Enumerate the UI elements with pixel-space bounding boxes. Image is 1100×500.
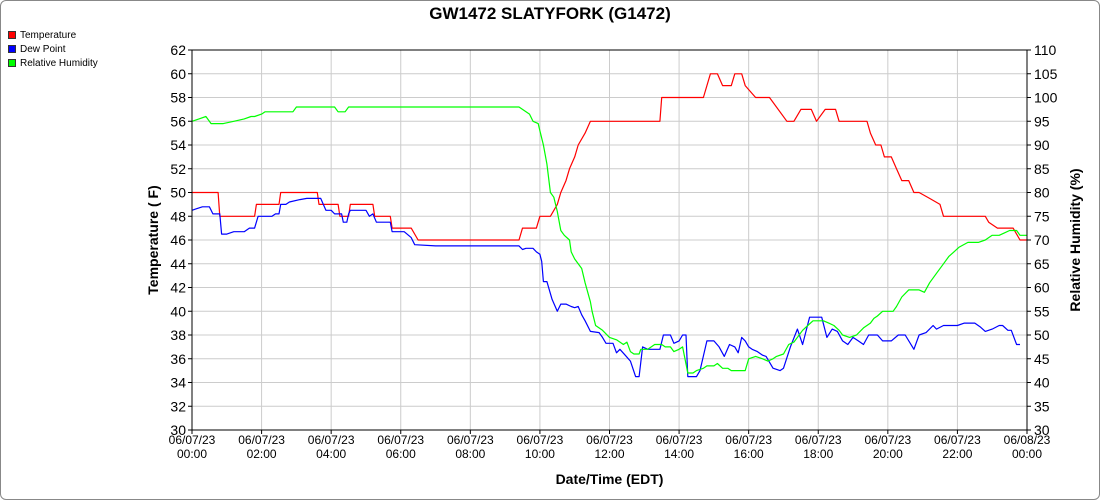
x-tick-date: 06/07/23 xyxy=(656,433,703,447)
x-axis-ticks: 06/07/2300:0006/07/2302:0006/07/2304:000… xyxy=(169,430,1051,461)
x-tick-date: 06/08/23 xyxy=(1004,433,1051,447)
y-left-tick-label: 58 xyxy=(170,90,186,106)
y-right-tick-label: 40 xyxy=(1034,375,1050,391)
x-tick-date: 06/07/23 xyxy=(586,433,633,447)
x-tick-date: 06/07/23 xyxy=(238,433,285,447)
x-tick-time: 06:00 xyxy=(386,447,416,461)
x-tick-date: 06/07/23 xyxy=(169,433,216,447)
y-axis-right-ticks: 30 35 40 45 50 55 60 65 70 75 80 85 90 95 100 105 110 xyxy=(1027,42,1058,438)
y-right-tick-label: 55 xyxy=(1034,303,1050,319)
y-left-tick-label: 44 xyxy=(170,256,186,272)
y-left-tick-label: 42 xyxy=(170,280,186,296)
y-right-tick-label: 110 xyxy=(1034,42,1057,58)
y-right-tick-label: 90 xyxy=(1034,137,1050,153)
series-line-dew-point xyxy=(191,197,1020,378)
y-left-tick-label: 30 xyxy=(170,422,186,438)
chart-title: GW1472 SLATYFORK (G1472) xyxy=(429,4,671,23)
y-left-tick-label: 36 xyxy=(170,351,186,367)
x-tick-time: 00:00 xyxy=(177,447,207,461)
x-tick-time: 20:00 xyxy=(873,447,903,461)
chart-legend: Temperature Dew Point Relative Humidity xyxy=(8,28,98,70)
legend-swatch-temperature xyxy=(8,31,16,39)
y-right-tick-label: 35 xyxy=(1034,398,1050,414)
x-tick-time: 00:00 xyxy=(1012,447,1042,461)
x-tick-date: 06/07/23 xyxy=(517,433,564,447)
y-right-tick-label: 105 xyxy=(1034,66,1058,82)
y-right-tick-label: 30 xyxy=(1034,422,1050,438)
series-line-relative-humidity xyxy=(191,106,1027,374)
series-lines xyxy=(191,73,1027,378)
y-axis-right-label: Relative Humidity (%) xyxy=(1067,168,1083,311)
y-right-tick-label: 65 xyxy=(1034,256,1050,272)
legend-item-relative-humidity: Relative Humidity xyxy=(8,56,98,70)
x-tick-time: 10:00 xyxy=(525,447,555,461)
y-left-tick-label: 56 xyxy=(170,113,186,129)
y-right-tick-label: 100 xyxy=(1034,90,1058,106)
y-right-tick-label: 50 xyxy=(1034,327,1050,343)
y-right-tick-label: 70 xyxy=(1034,232,1050,248)
y-axis-left-ticks: 30 32 34 36 38 40 42 44 46 48 50 52 54 56 58 60 62 xyxy=(170,42,192,438)
y-left-tick-label: 40 xyxy=(170,303,186,319)
x-tick-date: 06/07/23 xyxy=(377,433,424,447)
legend-item-dew-point: Dew Point xyxy=(8,42,98,56)
y-right-tick-label: 45 xyxy=(1034,351,1050,367)
x-tick-date: 06/07/23 xyxy=(447,433,494,447)
y-left-tick-label: 46 xyxy=(170,232,186,248)
x-tick-time: 22:00 xyxy=(942,447,972,461)
y-left-tick-label: 54 xyxy=(170,137,186,153)
x-tick-date: 06/07/23 xyxy=(795,433,842,447)
y-axis-left-label: Temperature ( F) xyxy=(145,185,161,294)
y-right-tick-label: 80 xyxy=(1034,185,1050,201)
legend-swatch-relative-humidity xyxy=(8,59,16,67)
y-left-tick-label: 60 xyxy=(170,66,186,82)
x-tick-date: 06/07/23 xyxy=(725,433,772,447)
y-right-tick-label: 60 xyxy=(1034,280,1050,296)
legend-label-relative-humidity: Relative Humidity xyxy=(20,57,98,69)
legend-swatch-dew-point xyxy=(8,45,16,53)
legend-label-dew-point: Dew Point xyxy=(20,43,66,55)
x-tick-time: 12:00 xyxy=(594,447,624,461)
series-line-temperature xyxy=(192,73,1027,241)
x-tick-time: 08:00 xyxy=(455,447,485,461)
x-tick-time: 04:00 xyxy=(316,447,346,461)
x-tick-time: 14:00 xyxy=(664,447,694,461)
legend-item-temperature: Temperature xyxy=(8,28,98,42)
x-tick-time: 16:00 xyxy=(734,447,764,461)
y-right-tick-label: 85 xyxy=(1034,161,1050,177)
y-left-tick-label: 38 xyxy=(170,327,186,343)
y-right-tick-label: 75 xyxy=(1034,208,1050,224)
x-tick-time: 02:00 xyxy=(247,447,277,461)
y-left-tick-label: 52 xyxy=(170,161,186,177)
x-axis-label: Date/Time (EDT) xyxy=(556,471,664,487)
y-left-tick-label: 32 xyxy=(170,398,186,414)
y-left-tick-label: 62 xyxy=(170,42,186,58)
x-tick-date: 06/07/23 xyxy=(934,433,981,447)
y-right-tick-label: 95 xyxy=(1034,113,1050,129)
y-left-tick-label: 34 xyxy=(170,375,186,391)
x-tick-time: 18:00 xyxy=(803,447,833,461)
y-left-tick-label: 48 xyxy=(170,208,186,224)
y-left-tick-label: 50 xyxy=(170,185,186,201)
x-tick-date: 06/07/23 xyxy=(864,433,911,447)
legend-label-temperature: Temperature xyxy=(20,29,77,41)
x-tick-date: 06/07/23 xyxy=(308,433,355,447)
